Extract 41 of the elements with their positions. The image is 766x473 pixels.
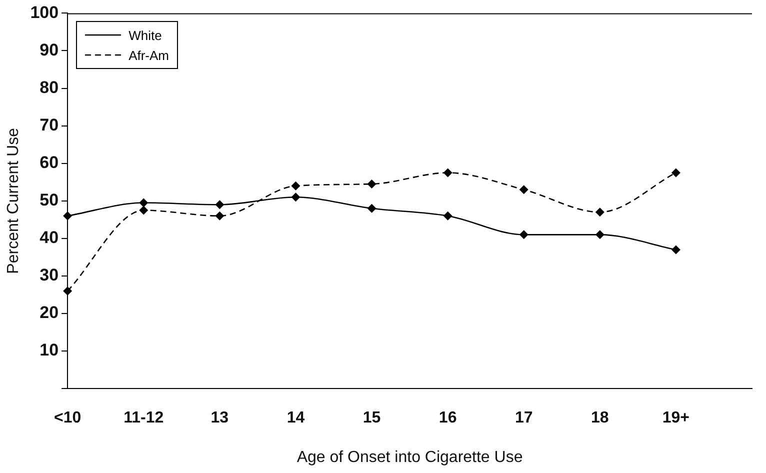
- y-tick-label: 60: [40, 153, 59, 172]
- point: [139, 206, 148, 215]
- point: [671, 245, 680, 254]
- x-axis-title: Age of Onset into Cigarette Use: [296, 448, 523, 466]
- y-tick-label: 100: [30, 2, 59, 22]
- legend-label: White: [128, 28, 162, 43]
- point: [139, 198, 148, 208]
- y-tick-label: 90: [40, 40, 59, 60]
- y-tick-label: 40: [40, 228, 59, 248]
- point: [291, 192, 300, 202]
- y-tick-label: 10: [40, 340, 59, 360]
- point: [519, 230, 528, 240]
- point: [367, 180, 376, 189]
- point: [671, 168, 680, 178]
- point: [367, 204, 376, 213]
- point: [63, 211, 72, 220]
- point: [215, 200, 224, 210]
- y-tick-label: 20: [40, 303, 59, 322]
- x-tick-label: 13: [210, 410, 229, 427]
- point: [443, 211, 452, 220]
- point: [519, 185, 528, 194]
- x-tick-label: 14: [286, 410, 305, 427]
- x-tick-label: 18: [591, 410, 609, 427]
- legend-label: Afr-Am: [128, 48, 170, 63]
- y-tick-label: 50: [40, 190, 59, 210]
- point: [443, 168, 452, 178]
- y-tick-label: 70: [40, 116, 59, 135]
- point: [595, 208, 604, 217]
- point: [215, 211, 224, 220]
- y-axis-title: Percent Current Use: [5, 128, 22, 274]
- point: [291, 181, 300, 190]
- x-tick-label: 17: [514, 410, 533, 427]
- y-tick-label: 80: [40, 78, 59, 97]
- y-tick-label: 30: [40, 266, 59, 285]
- x-tick-label: 11-12: [124, 410, 164, 427]
- x-tick-label: <10: [54, 410, 82, 427]
- x-tick-label: 19+: [662, 410, 690, 427]
- x-tick-label: 15: [362, 410, 381, 427]
- x-tick-label: 16: [438, 410, 457, 427]
- point: [63, 286, 72, 296]
- point: [595, 230, 604, 240]
